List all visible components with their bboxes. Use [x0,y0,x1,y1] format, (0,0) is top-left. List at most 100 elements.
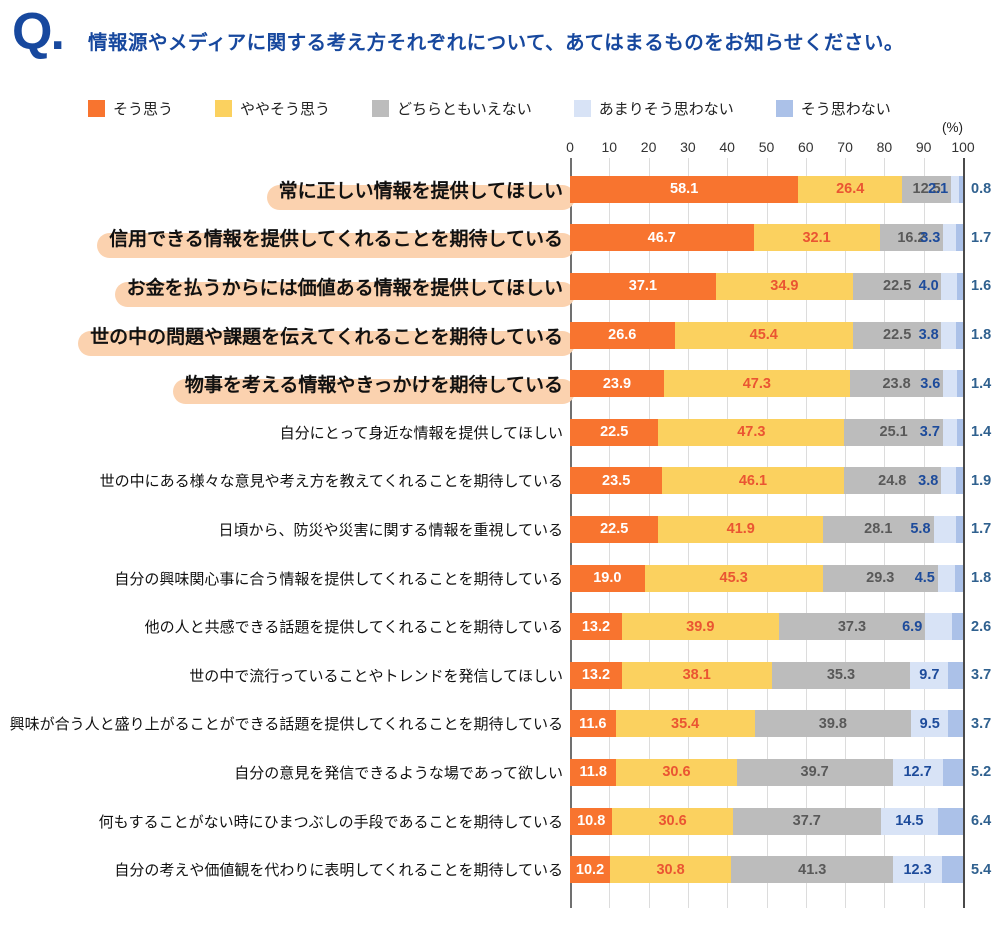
value-label: 28.1 [864,521,893,538]
value-label: 9.5 [919,715,940,732]
bar-area: 5.4 10.2 30.8 41.3 12.3 [570,856,991,884]
bar-segment-2: 45.3 [644,564,823,592]
bar-segment-5 [956,515,963,543]
bar-segment-3: 22.5 [852,272,942,300]
bar-segment-2: 34.9 [715,272,853,300]
legend-item: どちらともいえない [372,98,532,119]
value-label-right: 1.7 [971,521,992,538]
gridline [963,158,965,908]
value-label-right: 6.4 [971,813,992,830]
axis-tick-label: 90 [915,139,932,155]
bar-segment-2: 32.1 [753,224,880,252]
axis-unit-label: (%) [942,120,963,135]
axis-tick-label: 30 [680,139,696,155]
stacked-bar: 11.6 35.4 39.8 9.5 [570,710,963,738]
bar-segment-4: 12.3 [893,856,942,884]
bar-segment-3: 39.7 [736,758,893,786]
bar-area: 6.9 2.6 13.2 39.9 37.3 [570,613,991,641]
bar-area: 5.2 11.8 30.6 39.7 12.7 [570,758,991,786]
bar-area: 5.8 1.7 22.5 41.9 28.1 [570,515,991,543]
category-label-text: 日頃から、防災や災害に関する情報を重視している [218,521,563,539]
value-label: 19.0 [593,570,622,587]
value-label: 13.2 [581,667,611,684]
value-label: 47.3 [737,424,766,441]
axis-tick-label: 70 [837,139,853,155]
value-label-outside: 3.3 [920,229,941,246]
chart-row: お金を払うからには価値ある情報を提供してほしい 4.0 1.6 37.1 34.9 22.… [0,262,1000,311]
value-label: 23.9 [602,375,632,392]
chart-row: 何もすることがない時にひまつぶしの手段であることを期待している 6.4 10.8 30… [0,797,1000,846]
value-label: 10.2 [575,861,605,878]
bar-segment-3: 16.2 [879,224,944,252]
value-label-outside: 3.7 [919,424,940,441]
axis-tick-label: 80 [876,139,893,155]
bar-segment-5 [956,224,963,252]
bar-segment-1: 13.2 [570,661,622,689]
chart-rows: 常に正しい情報を提供してほしい 2.1 0.8 58.1 26.4 12.5 信用できる情報… [0,165,1000,894]
legend-label: そう思わない [800,101,891,118]
bar-segment-1: 23.5 [570,467,663,495]
bar-segment-1: 13.2 [570,613,622,641]
axis-tick-label: 20 [640,139,657,155]
value-label: 16.2 [897,229,926,246]
value-label-right: 1.7 [971,229,992,246]
stacked-bar: 10.2 30.8 41.3 12.3 [570,856,963,884]
bar-segment-3: 22.5 [852,321,942,349]
value-label: 39.9 [686,618,715,635]
page-title: 情報源やメディアに関する考え方それぞれについて、あてはまるものをお知らせください… [88,32,904,54]
value-label-right: 3.7 [971,715,992,732]
value-label: 25.1 [879,424,908,441]
legend-item: そう思わない [775,98,891,119]
bar-segment-5 [957,272,964,300]
stacked-bar: 13.2 39.9 37.3 [570,613,963,641]
bar-segment-4 [941,272,958,300]
bar-segment-1: 10.8 [570,807,613,835]
value-label-right: 3.7 [971,667,992,684]
value-label: 45.3 [719,570,748,587]
bar-segment-4 [943,370,958,398]
category-label: 日頃から、防災や災害に関する情報を重視している [0,519,570,540]
bar-segment-1: 19.0 [570,564,645,592]
stacked-bar: 26.6 45.4 22.5 [570,321,964,349]
value-label: 35.4 [671,715,700,732]
axis-tick-label: 10 [601,139,618,155]
value-label: 30.6 [658,813,687,830]
value-label: 26.4 [836,181,865,198]
category-label: 自分の考えや価値観を代わりに表明してくれることを期待している [0,859,570,880]
bar-segment-1: 58.1 [570,175,799,203]
bar-area: 3.8 1.9 23.5 46.1 24.8 [570,467,991,495]
value-label: 22.5 [600,424,629,441]
chart-row: 日頃から、防災や災害に関する情報を重視している 5.8 1.7 22.5 41.9 28.… [0,505,1000,554]
category-label: 自分にとって身近な情報を提供してほしい [0,422,570,443]
value-label: 9.7 [919,667,940,684]
value-label-right: 2.6 [971,618,992,635]
bar-segment-5 [942,758,963,786]
bar-segment-5 [957,370,963,398]
bar-segment-3: 25.1 [844,418,943,446]
value-label-outside: 4.0 [918,278,939,295]
category-label: 常に正しい情報を提供してほしい [0,176,576,210]
stacked-bar: 23.5 46.1 24.8 [570,467,964,495]
value-label: 58.1 [670,181,699,198]
value-label: 32.1 [802,229,831,246]
bar-segment-1: 22.5 [570,515,659,543]
bar-area: 3.7 11.6 35.4 39.8 9.5 [570,710,991,738]
category-label-text-highlighted: 信用できる情報を提供してくれることを期待している [97,224,575,259]
value-label: 29.3 [866,570,895,587]
legend-swatch-icon [215,100,233,117]
value-label-right: 1.8 [971,570,992,587]
bar-segment-4 [951,175,960,203]
legend-label: そう思う [113,101,174,118]
category-label: 何もすることがない時にひまつぶしの手段であることを期待している [0,811,570,832]
category-label-text: 何もすることがない時にひまつぶしの手段であることを期待している [98,813,563,831]
value-label-outside: 3.6 [920,375,941,392]
bar-segment-5 [941,856,963,884]
stacked-bar: 46.7 32.1 16.2 [570,224,963,252]
bar-segment-3: 35.3 [771,661,911,689]
bar-segment-3: 12.5 [902,175,952,203]
chart-row: 物事を考える情報やきっかけを期待している 3.6 1.4 23.9 47.3 23.8 [0,359,1000,408]
bar-segment-1: 23.9 [570,370,664,398]
value-label: 37.7 [792,813,821,830]
chart-row: 他の人と共感できる話題を提供してくれることを期待している 6.9 2.6 13.2 39… [0,602,1000,651]
value-label: 37.1 [628,278,658,295]
